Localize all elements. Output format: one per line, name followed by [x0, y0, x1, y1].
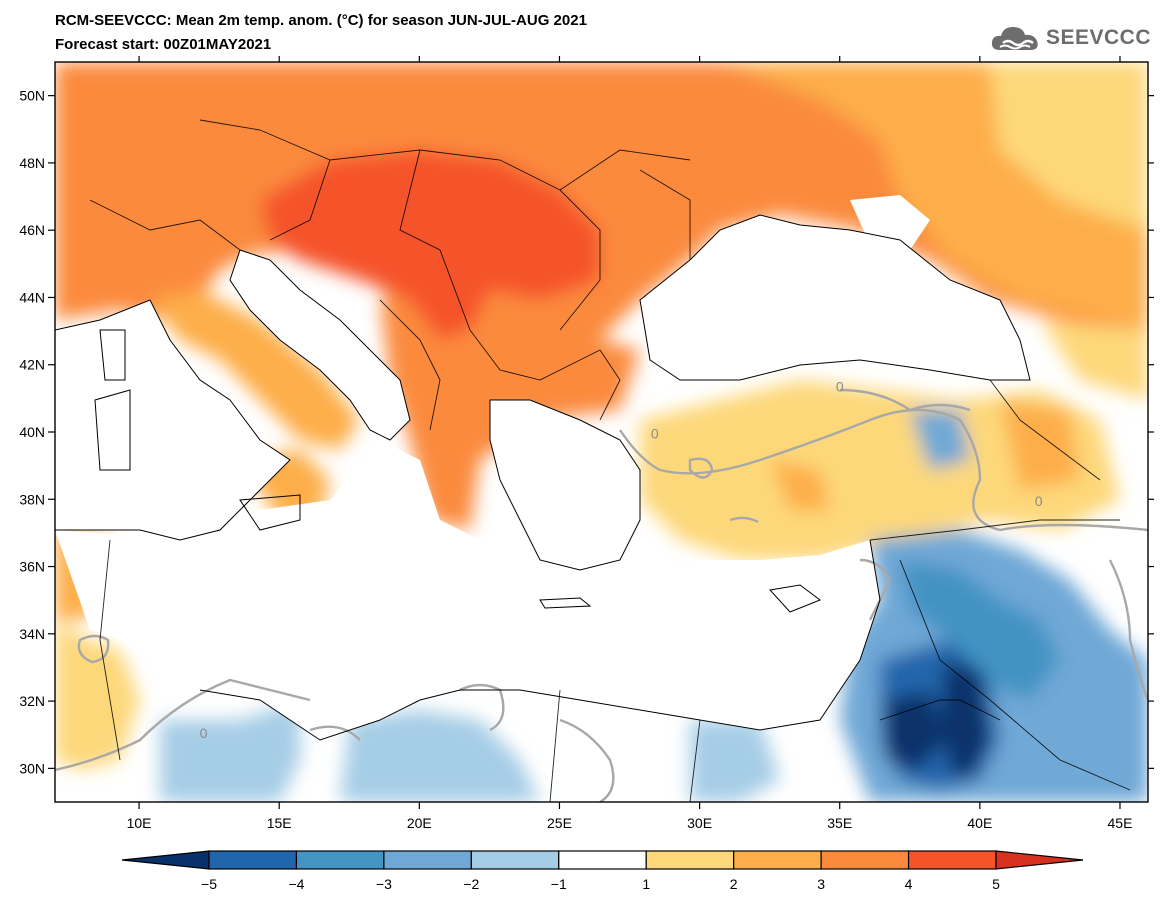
lon-tick-label: 35E [827, 815, 852, 831]
contour-label: 0 [1035, 493, 1043, 509]
contour-label: 0 [651, 426, 659, 442]
colorbar-swatch [645, 850, 735, 870]
lat-tick-label: 30N [19, 760, 45, 776]
country-borders [89, 119, 1131, 802]
lon-tick-label: 30E [687, 815, 712, 831]
lat-tick-label: 38N [19, 491, 45, 507]
lon-tick-label: 10E [127, 815, 152, 831]
longitude-axis: 10E 15E 20E 25E 30E 35E 40E 45E [127, 56, 1133, 831]
colorbar-high-triangle [995, 850, 1084, 870]
colorbar-swatch [558, 850, 647, 870]
lat-tick-label: 42N [19, 357, 45, 373]
lon-tick-label: 25E [547, 815, 572, 831]
latitude-axis: 30N 32N 34N 36N 38N 40N 42N 44N 46N 48N 50N [19, 88, 1154, 776]
lon-tick-label: 40E [967, 815, 992, 831]
colorbar-label: 1 [642, 876, 650, 892]
lat-tick-label: 48N [19, 155, 45, 171]
contour-labels: 0 0 0 0 [200, 379, 1043, 741]
lat-tick-label: 44N [19, 289, 45, 305]
cloud-icon [991, 27, 1038, 50]
colorbar-label: −4 [288, 876, 304, 892]
logo-text: SEEVCCC [1045, 26, 1151, 49]
anomaly-field [55, 62, 1148, 802]
colorbar-swatch [733, 850, 822, 870]
lat-tick-label: 34N [19, 626, 45, 642]
lon-tick-label: 20E [407, 815, 432, 831]
colorbar-swatch [295, 850, 385, 870]
lon-tick-label: 15E [267, 815, 292, 831]
colorbar-swatch [820, 850, 910, 870]
colorbar-label: 3 [817, 876, 825, 892]
colorbar-label: −3 [376, 876, 392, 892]
lon-tick-label: 45E [1108, 815, 1133, 831]
colorbar-label: −1 [551, 876, 567, 892]
colorbar-swatch [470, 850, 560, 870]
colorbar-label: 4 [905, 876, 913, 892]
colorbar-low-triangle [121, 850, 210, 870]
colorbar-label: −2 [463, 876, 479, 892]
colorbar-label: −5 [201, 876, 217, 892]
colorbar-label: 5 [992, 876, 1000, 892]
lat-tick-label: 50N [19, 88, 45, 104]
map-title: RCM-SEEVCCC: Mean 2m temp. anom. (°C) fo… [55, 12, 587, 29]
colorbar-swatch [907, 850, 997, 870]
coastlines [55, 214, 1031, 741]
colorbar-label: 2 [730, 876, 738, 892]
sea-mask [55, 195, 1030, 740]
lat-tick-label: 32N [19, 693, 45, 709]
colorbar-swatch [208, 850, 298, 870]
contour-label: 0 [836, 379, 844, 395]
lat-tick-label: 36N [19, 559, 45, 575]
seevccc-logo: SEEVCCC [990, 22, 1151, 54]
lat-tick-label: 40N [19, 424, 45, 440]
contour-label: 0 [200, 725, 208, 741]
lat-tick-label: 46N [19, 222, 45, 238]
forecast-start-label: Forecast start: 00Z01MAY2021 [55, 36, 272, 53]
colorbar: −5 −4 −3 −2 −1 1 2 3 4 5 [121, 850, 1084, 892]
colorbar-swatch [383, 850, 472, 870]
